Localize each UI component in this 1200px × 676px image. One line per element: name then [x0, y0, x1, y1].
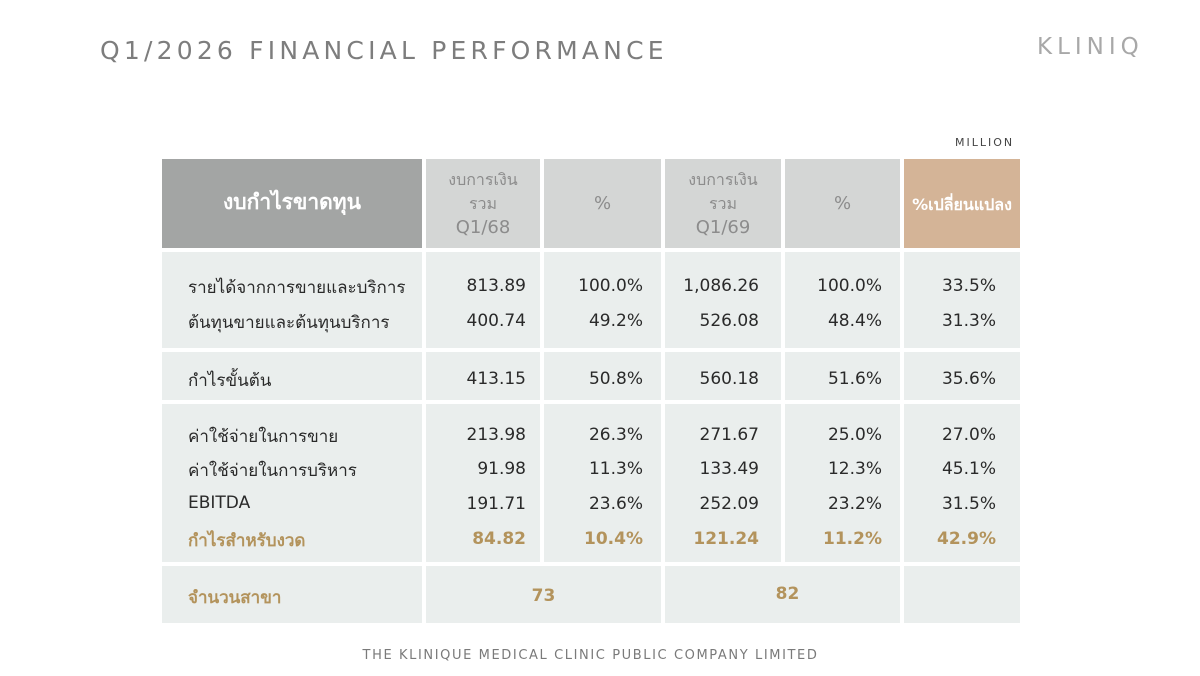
group3-col2-cell	[544, 404, 661, 562]
group1-col3-cell	[665, 252, 781, 348]
table-header-col3-cell	[665, 159, 781, 248]
row-label-revenue: รายได้จากการขายและบริการ	[188, 278, 406, 298]
group1-label-cell	[162, 252, 422, 348]
cell-admin-change: 45.1%	[941, 459, 996, 479]
header-q1-68: งบการเงิน รวม Q1/68	[426, 168, 540, 240]
cell-selling-change: 27.0%	[941, 425, 996, 445]
cell-gross-profit-pct-68: 50.8%	[588, 369, 643, 389]
group2-col4-cell	[785, 352, 900, 400]
group3-col5-cell	[904, 404, 1020, 562]
cell-selling-pct-69: 25.0%	[827, 425, 882, 445]
cell-cost-pct-68: 49.2%	[588, 311, 643, 331]
cell-cost-change: 31.3%	[941, 311, 996, 331]
row-label-admin-expenses: ค่าใช้จ่ายในการบริหาร	[188, 461, 357, 481]
cell-gross-profit-q1-69: 560.18	[699, 369, 759, 389]
group4-label-cell	[162, 566, 422, 623]
group3-col4-cell	[785, 404, 900, 562]
cell-revenue-change: 33.5%	[941, 276, 996, 296]
cell-revenue-pct-68: 100.0%	[578, 276, 643, 296]
group3-col1-cell	[426, 404, 540, 562]
header-q1-69: งบการเงิน รวม Q1/69	[665, 168, 781, 240]
group4-q1-68-cell	[426, 566, 661, 623]
header-pct-2: %	[833, 193, 852, 214]
group1-col5-cell	[904, 252, 1020, 348]
header-q1-68-line3: Q1/68	[455, 217, 511, 238]
table-header-title-cell	[162, 159, 422, 248]
cell-cost-q1-68: 400.74	[466, 311, 526, 331]
header-q1-69-line3: Q1/69	[695, 217, 751, 238]
cell-revenue-q1-68: 813.89	[466, 276, 526, 296]
cell-ebitda-q1-68: 191.71	[466, 494, 526, 514]
row-label-net-profit: กำไรสำหรับงวด	[188, 531, 306, 551]
group2-col3-cell	[665, 352, 781, 400]
table-title: งบกำไรขาดทุน	[223, 190, 361, 214]
group1-col1-cell	[426, 252, 540, 348]
group3-col3-cell	[665, 404, 781, 562]
cell-selling-pct-68: 26.3%	[588, 425, 643, 445]
header-q1-68-line2: รวม	[468, 194, 498, 213]
cell-branches-q1-69: 82	[775, 584, 800, 604]
company-logo: KLINIQ	[1037, 34, 1144, 60]
unit-label: MILLION	[955, 136, 1015, 149]
cell-gross-profit-pct-69: 51.6%	[827, 369, 882, 389]
cell-net-profit-q1-69: 121.24	[693, 529, 759, 549]
row-label-gross-profit: กำไรขั้นต้น	[188, 371, 272, 391]
table-header-change-cell	[904, 159, 1020, 248]
cell-admin-q1-68: 91.98	[477, 459, 526, 479]
header-pct-1: %	[593, 193, 612, 214]
header-q1-69-line2: รวม	[708, 194, 738, 213]
cell-revenue-pct-69: 100.0%	[817, 276, 882, 296]
cell-admin-pct-69: 12.3%	[827, 459, 882, 479]
row-label-cost: ต้นทุนขายและต้นทุนบริการ	[188, 313, 390, 333]
header-q1-68-line1: งบการเงิน	[448, 170, 518, 189]
cell-revenue-q1-69: 1,086.26	[683, 276, 759, 296]
group1-col2-cell	[544, 252, 661, 348]
table-header-col2-cell	[544, 159, 661, 248]
row-label-ebitda: EBITDA	[188, 493, 251, 513]
group2-col1-cell	[426, 352, 540, 400]
cell-net-profit-pct-69: 11.2%	[823, 529, 882, 549]
cell-selling-q1-69: 271.67	[699, 425, 759, 445]
cell-ebitda-change: 31.5%	[941, 494, 996, 514]
group4-change-cell	[904, 566, 1020, 623]
cell-ebitda-pct-68: 23.6%	[588, 494, 643, 514]
page-title: Q1/2026 FINANCIAL PERFORMANCE	[100, 36, 668, 65]
row-label-branches: จำนวนสาขา	[188, 588, 282, 608]
group2-col5-cell	[904, 352, 1020, 400]
cell-selling-q1-68: 213.98	[466, 425, 526, 445]
cell-cost-q1-69: 526.08	[699, 311, 759, 331]
cell-admin-q1-69: 133.49	[699, 459, 759, 479]
cell-ebitda-pct-69: 23.2%	[827, 494, 882, 514]
group4-q1-69-cell	[665, 566, 900, 623]
cell-ebitda-q1-69: 252.09	[699, 494, 759, 514]
header-q1-69-line1: งบการเงิน	[688, 170, 758, 189]
group3-label-cell	[162, 404, 422, 562]
header-change: %เปลี่ยนแปลง	[912, 195, 1012, 214]
cell-net-profit-change: 42.9%	[937, 529, 996, 549]
footer-company-name: THE KLINIQUE MEDICAL CLINIC PUBLIC COMPA…	[362, 648, 819, 663]
cell-branches-q1-68: 73	[531, 586, 556, 606]
cell-gross-profit-change: 35.6%	[941, 369, 996, 389]
group1-col4-cell	[785, 252, 900, 348]
cell-net-profit-q1-68: 84.82	[472, 529, 526, 549]
cell-net-profit-pct-68: 10.4%	[584, 529, 643, 549]
cell-admin-pct-68: 11.3%	[588, 459, 643, 479]
table-header-col1-cell	[426, 159, 540, 248]
group2-label-cell	[162, 352, 422, 400]
table-header-col4-cell	[785, 159, 900, 248]
cell-cost-pct-69: 48.4%	[827, 311, 882, 331]
row-label-selling-expenses: ค่าใช้จ่ายในการขาย	[188, 427, 339, 447]
cell-gross-profit-q1-68: 413.15	[466, 369, 526, 389]
group2-col2-cell	[544, 352, 661, 400]
